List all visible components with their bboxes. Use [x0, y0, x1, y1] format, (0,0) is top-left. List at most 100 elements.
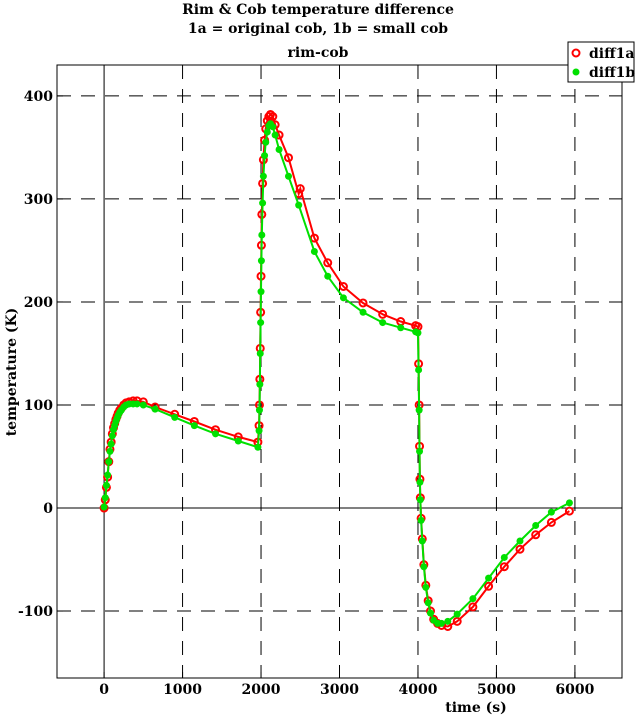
x-tick-label: 3000	[320, 682, 359, 698]
data-point-diff1b	[359, 308, 367, 316]
data-point-diff1a	[295, 184, 305, 194]
data-point-diff1b	[104, 471, 112, 479]
data-point-diff1a	[338, 282, 348, 292]
data-point-diff1b	[212, 430, 220, 438]
grid-lines	[57, 65, 622, 678]
data-point-diff1b	[516, 537, 524, 545]
data-point-diff1a	[378, 309, 388, 319]
x-tick-label: 4000	[398, 682, 437, 698]
legend-box	[567, 41, 635, 83]
data-point-diff1b	[427, 609, 435, 617]
data-point-diff1b	[417, 516, 425, 524]
data-point-diff1b	[532, 522, 540, 530]
y-tick-label: -100	[18, 604, 53, 620]
data-point-diff1b	[416, 478, 424, 486]
data-point-diff1b	[416, 496, 424, 504]
data-point-diff1b	[102, 481, 110, 489]
data-point-diff1a	[323, 258, 333, 268]
data-point-diff1b	[418, 537, 426, 545]
x-tick-label: 6000	[555, 682, 594, 698]
data-point-diff1b	[258, 231, 266, 239]
data-point-diff1b	[106, 447, 114, 455]
data-point-diff1b	[257, 257, 265, 265]
data-point-diff1b	[424, 599, 432, 607]
data-point-diff1b	[254, 443, 262, 451]
plot-title: rim-cob	[288, 45, 349, 61]
data-point-diff1b	[257, 288, 265, 296]
data-point-diff1b	[453, 610, 461, 618]
data-point-diff1a	[546, 517, 556, 527]
data-point-diff1b	[500, 553, 508, 561]
data-point-diff1b	[263, 128, 271, 136]
data-point-diff1b	[379, 319, 387, 327]
data-point-diff1a	[484, 581, 494, 591]
y-tick-label: 300	[24, 192, 53, 208]
data-point-diff1a	[268, 112, 278, 122]
series-line-diff1a	[103, 113, 570, 628]
tick-labels: 0 1000 2000 3000 4000 5000 6000 -100 0 100 200 300 4…	[18, 89, 595, 698]
legend-marker-diff1a	[571, 48, 581, 58]
data-point-diff1b	[108, 432, 116, 440]
data-point-diff1b	[547, 508, 555, 516]
data-point-diff1b	[444, 617, 452, 625]
data-point-diff1a	[358, 298, 368, 308]
data-point-diff1b	[255, 427, 263, 435]
data-point-diff1b	[415, 366, 423, 374]
data-point-diff1b	[415, 406, 423, 414]
data-point-diff1b	[438, 619, 446, 627]
x-tick-label: 2000	[242, 682, 281, 698]
legend-label-diff1a: diff1a	[589, 46, 634, 62]
data-point-diff1b	[420, 563, 428, 571]
data-point-diff1b	[190, 422, 198, 430]
x-tick-label: 0	[99, 682, 109, 698]
data-point-diff1b	[262, 138, 270, 146]
series-layer	[99, 109, 574, 631]
data-point-diff1b	[565, 499, 573, 507]
chart-subtitle: 1a = original cob, 1b = small cob	[188, 21, 448, 37]
y-tick-label: 400	[24, 89, 53, 105]
data-point-diff1b	[339, 294, 347, 302]
data-point-diff1b	[171, 413, 179, 421]
y-tick-label: 200	[24, 295, 53, 311]
data-point-diff1b	[275, 145, 283, 153]
data-point-diff1a	[452, 616, 462, 626]
legend-label-diff1b: diff1b	[589, 65, 635, 81]
chart-title: Rim & Cob temperature difference	[182, 2, 454, 18]
data-point-diff1a	[468, 602, 478, 612]
axes	[57, 65, 622, 678]
data-point-diff1b	[269, 123, 277, 131]
data-point-diff1b	[261, 152, 269, 160]
data-point-diff1b	[414, 329, 422, 337]
x-tick-label: 5000	[477, 682, 516, 698]
data-point-diff1b	[151, 405, 159, 413]
data-point-diff1b	[324, 272, 332, 280]
data-point-diff1b	[234, 437, 242, 445]
data-point-diff1b	[257, 319, 265, 327]
data-point-diff1b	[271, 131, 279, 139]
data-point-diff1b	[259, 199, 267, 207]
y-axis-label: temperature (K)	[4, 308, 20, 437]
y-tick-label: 100	[24, 398, 53, 414]
data-point-diff1b	[105, 458, 113, 466]
data-point-diff1b	[107, 440, 115, 448]
x-axis-label: time (s)	[445, 700, 507, 716]
data-point-diff1a	[564, 506, 574, 516]
data-point-diff1a	[515, 544, 525, 554]
data-point-diff1b	[100, 503, 108, 511]
data-point-diff1b	[259, 172, 267, 180]
data-point-diff1a	[283, 153, 293, 163]
data-point-diff1b	[256, 349, 264, 357]
data-point-diff1b	[295, 201, 303, 209]
data-point-diff1b	[255, 406, 263, 414]
legend: diff1a diff1b	[567, 41, 635, 83]
data-point-diff1a	[531, 530, 541, 540]
data-point-diff1a	[499, 562, 509, 572]
data-point-diff1b	[256, 380, 264, 388]
plot-frame	[56, 64, 623, 679]
data-point-diff1b	[310, 247, 318, 255]
data-point-diff1b	[397, 324, 405, 332]
data-point-diff1b	[416, 447, 424, 455]
x-tick-label: 1000	[163, 682, 202, 698]
y-tick-label: 0	[43, 501, 53, 517]
